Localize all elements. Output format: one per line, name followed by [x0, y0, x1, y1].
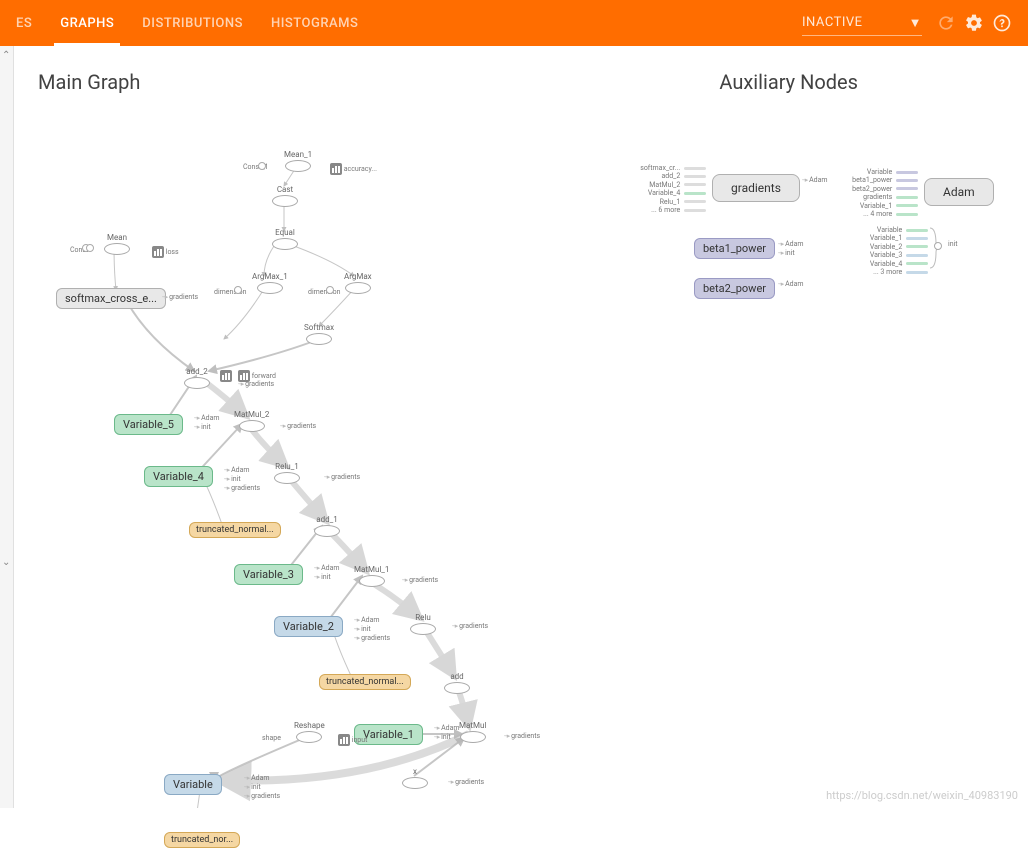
node-annotation: ---▸ Adam---▸ init [314, 564, 340, 582]
aux-init-dot[interactable] [934, 242, 942, 250]
graph-edge [424, 628, 454, 676]
graph-op-mean1[interactable]: Mean_1 [284, 151, 312, 172]
graph-op-x[interactable]: x [402, 768, 428, 789]
graph-op-mean[interactable]: Mean [104, 234, 130, 255]
node-annotation: ---▸ Adam---▸ init---▸ gradients [224, 466, 260, 493]
aux-node-adam[interactable]: Adam [924, 178, 994, 206]
graph-op-add2[interactable]: add_2 [184, 368, 210, 389]
graph-node-grey[interactable]: softmax_cross_e... [56, 288, 166, 309]
graph-op-softmax[interactable]: Softmax [304, 324, 334, 345]
run-status-select[interactable]: INACTIVE ▼ [802, 11, 922, 36]
refresh-icon [936, 13, 956, 33]
graph-op-equal[interactable]: Equal [272, 229, 298, 250]
watermark-text: https://blog.csdn.net/weixin_40983190 [826, 789, 1018, 802]
graph-node-variable_4[interactable]: Variable_4 [144, 466, 213, 487]
const-dot [326, 286, 334, 294]
side-scroll-rail[interactable]: ⌃ ⌄ [0, 46, 14, 808]
graph-op-matmul2[interactable]: MatMul_2 [234, 411, 269, 432]
aux-outputs: ---▸ Adam---▸ init [778, 240, 804, 258]
graph-op-argmax[interactable]: ArgMax [344, 273, 372, 294]
graph-node-truncated[interactable]: truncated_normal... [189, 522, 281, 538]
graph-node-variable_3[interactable]: Variable_3 [234, 564, 303, 585]
node-annotation: ---▸ Adam---▸ init [434, 724, 460, 742]
graph-op-argmax1[interactable]: ArgMax_1 [252, 273, 288, 294]
summary-icon [152, 246, 164, 258]
graph-node-variable_5[interactable]: Variable_5 [114, 414, 183, 435]
refresh-button[interactable] [932, 9, 960, 37]
graph-op-add[interactable]: add [444, 673, 470, 694]
graph-small-label: dimension [308, 288, 341, 297]
graph-node-truncated[interactable]: truncated_nor... [164, 832, 240, 848]
graph-small-label: ---▸ gradients [504, 732, 540, 741]
graph-small-label: loss [152, 246, 179, 258]
graph-small-label: accuracy... [330, 163, 377, 175]
graph-content: Main Graph Auxiliary Nodes Variable_5---… [14, 46, 1028, 808]
graph-edge [209, 341, 314, 371]
summary-icon [220, 370, 232, 382]
graph-small-label: shape [262, 734, 281, 743]
graph-op-relu1[interactable]: Relu_1 [274, 463, 300, 484]
graph-node-variable_2[interactable]: Variable_2 [274, 616, 343, 637]
aux-outputs: ---▸ Adam [778, 280, 804, 289]
graph-small-label: ---▸ gradients [402, 576, 438, 585]
graph-small-label: ---▸ gradients [238, 380, 274, 389]
const-dot [234, 286, 242, 294]
help-icon [992, 13, 1012, 33]
graph-small-label: ---▸ gradients [162, 293, 198, 302]
nav-tabs: ES GRAPHS DISTRIBUTIONS HISTOGRAMS [12, 0, 372, 46]
chevron-down-icon: ▼ [909, 15, 922, 31]
graph-small-label: ---▸ gradients [452, 622, 488, 631]
const-dot [86, 244, 94, 252]
aux-node-gradients[interactable]: gradients [712, 174, 800, 202]
graph-op-cast[interactable]: Cast [272, 186, 298, 207]
node-annotation: ---▸ Adam---▸ init [194, 414, 220, 432]
tab-distributions[interactable]: DISTRIBUTIONS [128, 0, 257, 46]
summary-icon [330, 163, 342, 175]
aux-init-label: init [948, 240, 958, 249]
graph-canvas[interactable]: Variable_5 ---▸ Adam---▸ init Variable_4 --… [14, 46, 1028, 808]
graph-op-relu[interactable]: Relu [410, 614, 436, 635]
graph-op-reshape[interactable]: Reshape [294, 722, 325, 743]
graph-edge [249, 426, 286, 466]
tab-graphs[interactable]: GRAPHS [46, 0, 128, 46]
graph-op-matmul[interactable]: MatMul [459, 722, 486, 743]
aux-inputs: Variable beta1_power beta2_power gradien… [846, 168, 918, 218]
aux-node-beta2power[interactable]: beta2_power [694, 278, 775, 299]
header-bar: ES GRAPHS DISTRIBUTIONS HISTOGRAMS INACT… [0, 0, 1028, 46]
graph-op-matmul1[interactable]: MatMul_1 [354, 566, 389, 587]
run-status-value: INACTIVE [802, 15, 863, 30]
tab-histograms[interactable]: HISTOGRAMS [257, 0, 372, 46]
node-annotation: ---▸ Adam---▸ init---▸ gradients [354, 616, 390, 643]
aux-inputs: softmax_cr... add_2 MatMul_2 Variable_4 … [634, 164, 706, 214]
help-button[interactable] [988, 9, 1016, 37]
graph-node-variable[interactable]: Variable [164, 774, 222, 795]
aux-outputs: ---▸ Adam [802, 176, 828, 185]
tab-scalars-partial[interactable]: ES [12, 0, 46, 46]
gear-icon [964, 13, 984, 33]
graph-small-label: input [338, 734, 367, 746]
chevron-up-icon: ⌃ [2, 50, 10, 61]
settings-button[interactable] [960, 9, 988, 37]
aux-init-inputs: Variable Variable_1 Variable_2 Variable_… [862, 226, 928, 276]
aux-node-beta1power[interactable]: beta1_power [694, 238, 775, 259]
chevron-down-icon: ⌄ [2, 557, 10, 568]
const-dot [258, 162, 266, 170]
graph-small-label: ---▸ gradients [448, 778, 484, 787]
graph-small-label: ---▸ gradients [280, 422, 316, 431]
graph-node-truncated[interactable]: truncated_normal... [319, 674, 411, 690]
graph-small-label: ---▸ gradients [324, 473, 360, 482]
node-annotation: ---▸ Adam---▸ init---▸ gradients [244, 774, 280, 801]
graph-op-add1[interactable]: add_1 [314, 516, 340, 537]
summary-icon [338, 734, 350, 746]
